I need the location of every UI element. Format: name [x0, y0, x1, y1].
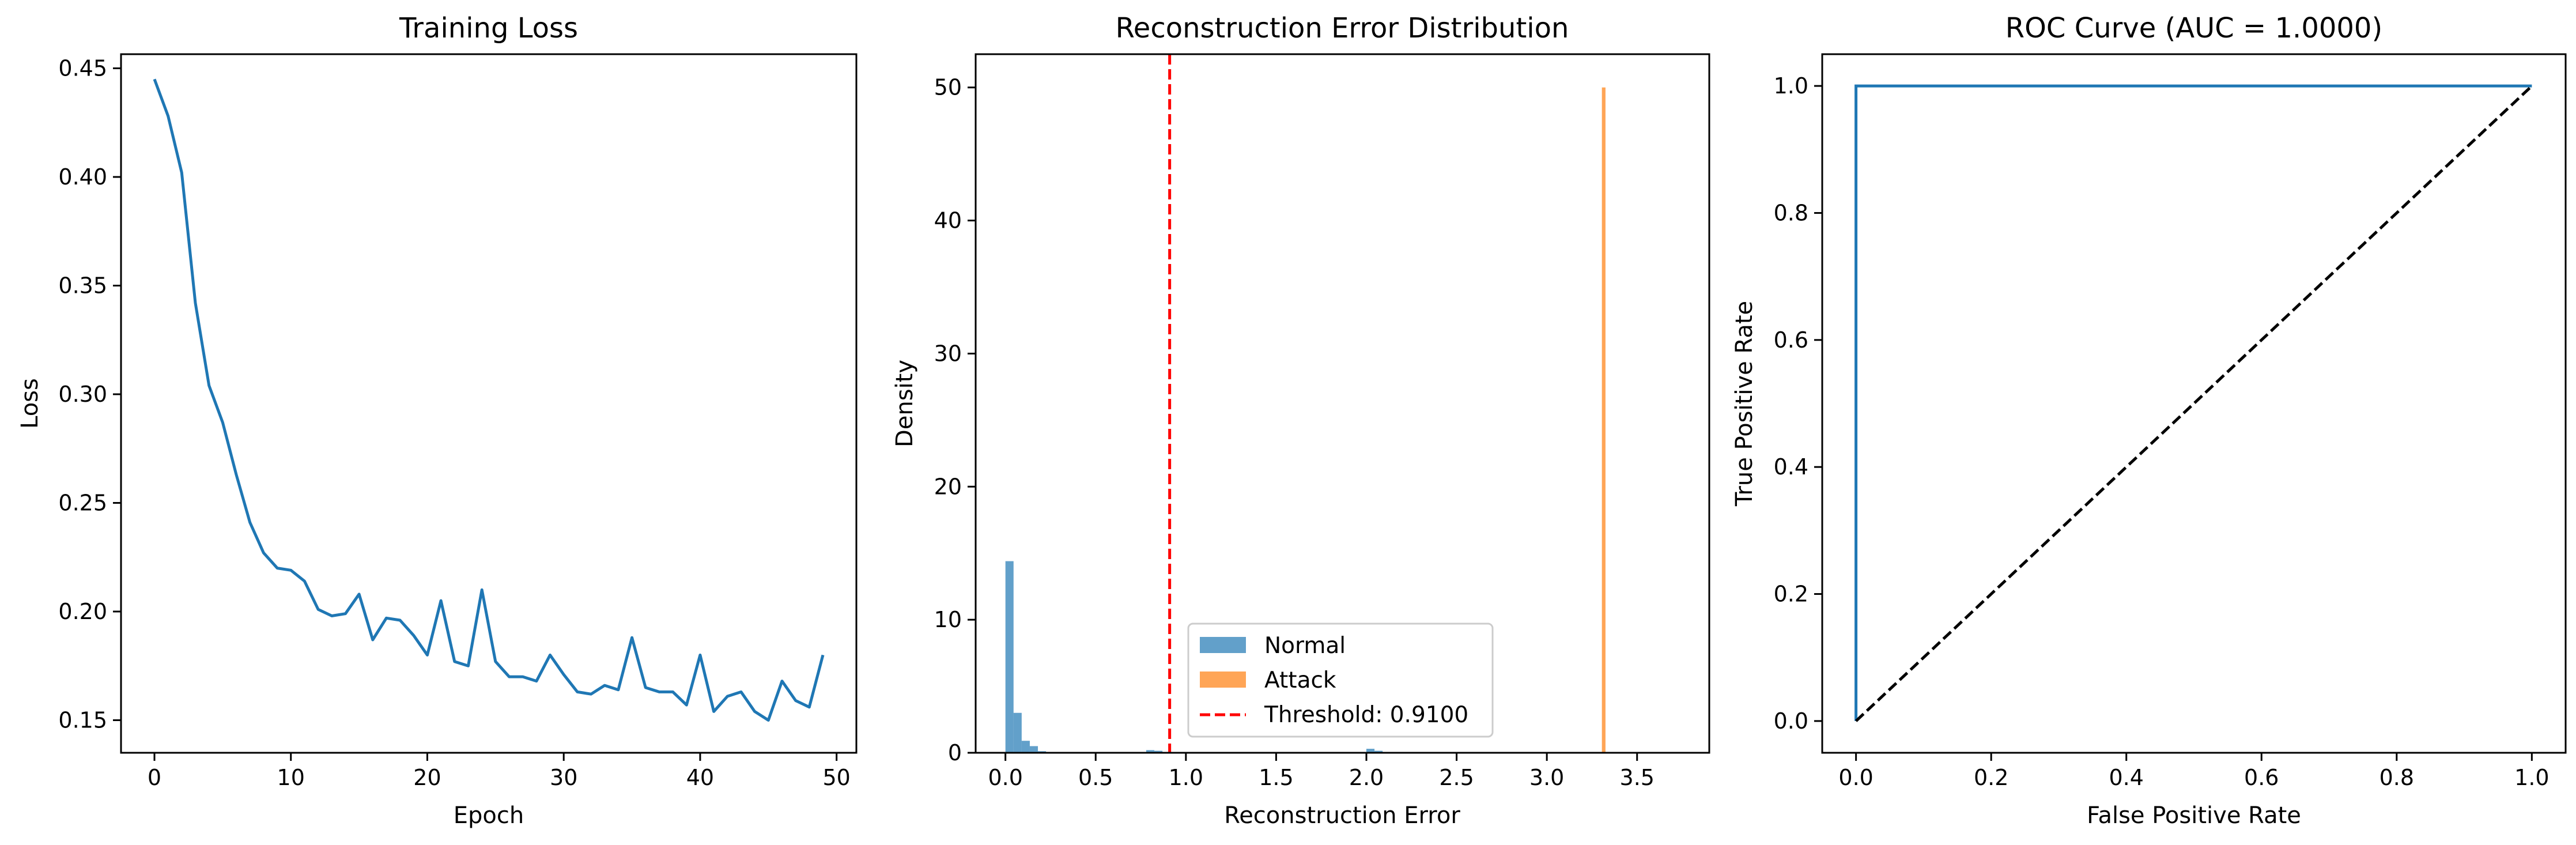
x-tick-label: 20 [413, 765, 441, 790]
legend-label-threshold: Threshold: 0.9100 [1264, 702, 1468, 728]
axes-frame [975, 53, 1710, 754]
chart-title: Reconstruction Error Distribution [1116, 12, 1569, 44]
roc-curve-line [1854, 84, 2532, 721]
y-tick-label: 0.45 [58, 56, 107, 81]
y-tick-label: 20 [934, 474, 962, 499]
x-tick-label: 0.4 [2109, 765, 2144, 790]
y-tick-label: 50 [934, 75, 962, 100]
y-tick-label: 0.30 [58, 382, 107, 407]
histogram-bar-normal [1366, 749, 1375, 753]
x-tick-label: 1.0 [1169, 765, 1203, 790]
histogram-bar-normal [1005, 561, 1014, 753]
histogram-bar-attack [1601, 87, 1606, 753]
random-baseline-line [1854, 85, 2533, 722]
x-tick-label: 0.0 [1838, 765, 1873, 790]
histogram-bar-normal [1021, 741, 1030, 753]
y-axis-label: True Positive Rate [1731, 301, 1758, 507]
legend-swatch-normal [1200, 637, 1246, 653]
legend-label-attack: Attack [1264, 667, 1336, 693]
y-tick-label: 30 [934, 341, 962, 366]
y-tick-label: 10 [934, 607, 962, 632]
histogram-bar-normal [1154, 750, 1163, 753]
legend: Normal Attack Threshold: 0.9100 [1187, 623, 1494, 738]
y-tick-label: 0.2 [1774, 582, 1808, 607]
x-tick-label: 1.5 [1259, 765, 1293, 790]
x-tick-label: 0.6 [2244, 765, 2279, 790]
y-tick-label: 0.35 [58, 273, 107, 298]
y-tick-label: 0.20 [58, 599, 107, 624]
x-tick-label: 10 [277, 765, 305, 790]
x-axis-label: False Positive Rate [2087, 802, 2301, 829]
axes-frame [120, 53, 858, 754]
y-tick-label: 0.40 [58, 164, 107, 190]
x-tick-label: 0.5 [1078, 765, 1113, 790]
y-tick-label: 0.6 [1774, 327, 1808, 353]
legend-swatch-attack [1200, 672, 1246, 688]
reconstruction-error-chart: Reconstruction Error Distribution 0.0 0.5… [892, 12, 1710, 829]
legend-label-normal: Normal [1264, 633, 1346, 659]
x-tick-label: 0.8 [2379, 765, 2414, 790]
y-tick-label: 0.15 [58, 707, 107, 733]
histogram-bar-normal [1013, 712, 1022, 753]
x-tick-label: 3.0 [1529, 765, 1564, 790]
y-tick-label: 0.0 [1774, 708, 1808, 734]
x-tick-label: 0 [148, 765, 161, 790]
x-tick-label: 0.0 [988, 765, 1022, 790]
x-tick-label: 0.2 [1974, 765, 2008, 790]
x-axis-label: Epoch [454, 802, 524, 829]
chart-title: Training Loss [399, 12, 578, 44]
y-tick-label: 0.4 [1774, 454, 1808, 480]
x-axis-label: Reconstruction Error [1224, 802, 1460, 829]
training-loss-chart: Training Loss 0 10 20 30 40 50 0.15 0.20 0.25 0.3… [17, 12, 858, 829]
x-tick-label: 3.5 [1620, 765, 1655, 790]
x-tick-label: 2.5 [1439, 765, 1474, 790]
y-axis-label: Loss [17, 378, 43, 429]
y-tick-label: 1.0 [1774, 73, 1808, 99]
y-tick-label: 40 [934, 208, 962, 233]
roc-curve-chart: ROC Curve (AUC = 1.0000) 0.0 0.2 0.4 0.6 0.8… [1731, 12, 2567, 829]
x-tick-label: 2.0 [1349, 765, 1384, 790]
axes-frame [1821, 53, 2567, 754]
chart-title: ROC Curve (AUC = 1.0000) [2005, 12, 2382, 44]
histogram-bar-normal [1374, 750, 1383, 753]
loss-line [153, 78, 825, 722]
y-axis-label: Density [892, 360, 918, 447]
x-tick-label: 50 [822, 765, 850, 790]
x-tick-label: 1.0 [2514, 765, 2549, 790]
histogram-bar-normal [1029, 746, 1038, 753]
y-tick-label: 0.25 [58, 490, 107, 515]
legend-box [1187, 623, 1494, 738]
y-tick-label: 0.8 [1774, 200, 1808, 225]
x-tick-label: 40 [686, 765, 714, 790]
histogram-bar-normal [1146, 750, 1155, 753]
x-tick-label: 30 [550, 765, 577, 790]
y-tick-label: 0 [948, 740, 962, 765]
